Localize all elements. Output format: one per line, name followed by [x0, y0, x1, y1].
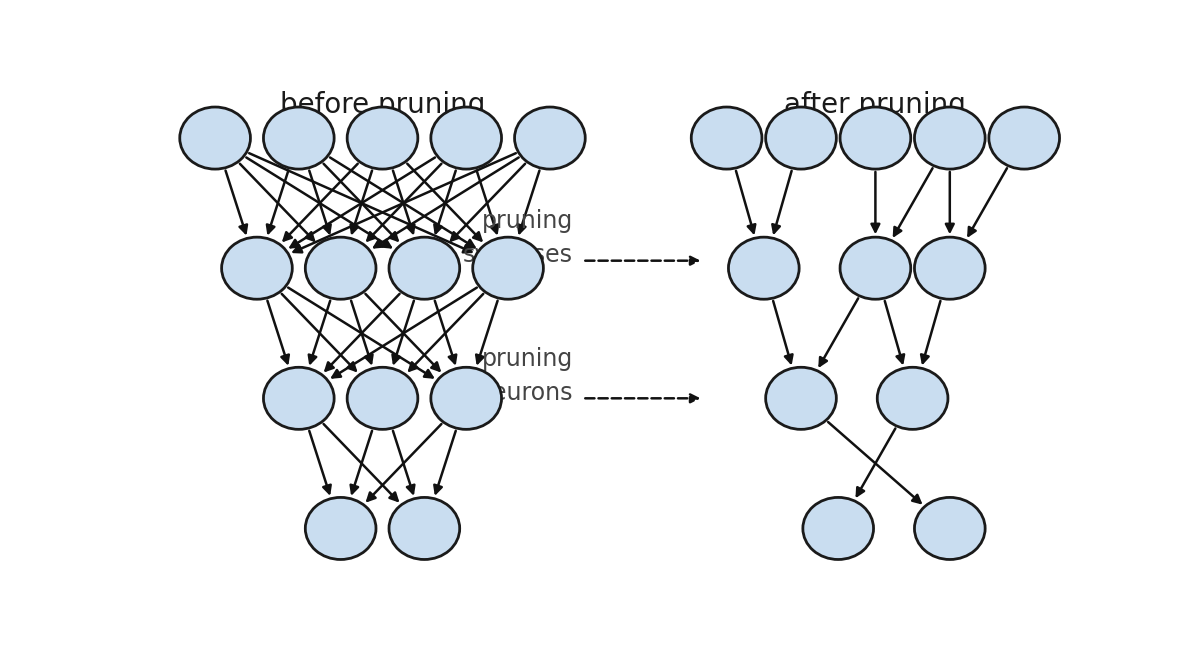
Ellipse shape: [389, 237, 460, 299]
Ellipse shape: [766, 367, 836, 430]
Ellipse shape: [305, 237, 376, 299]
Ellipse shape: [840, 237, 911, 299]
Ellipse shape: [473, 237, 544, 299]
Text: before pruning: before pruning: [280, 90, 485, 118]
Ellipse shape: [305, 497, 376, 560]
Ellipse shape: [766, 107, 836, 169]
Ellipse shape: [264, 107, 334, 169]
Ellipse shape: [347, 107, 418, 169]
Ellipse shape: [877, 367, 948, 430]
Ellipse shape: [180, 107, 251, 169]
Text: pruning
neurons: pruning neurons: [478, 347, 574, 404]
Ellipse shape: [914, 497, 985, 560]
Ellipse shape: [264, 367, 334, 430]
Ellipse shape: [803, 497, 874, 560]
Ellipse shape: [515, 107, 586, 169]
Ellipse shape: [728, 237, 799, 299]
Ellipse shape: [989, 107, 1060, 169]
Text: after pruning: after pruning: [785, 90, 966, 118]
Ellipse shape: [914, 107, 985, 169]
Ellipse shape: [914, 237, 985, 299]
Ellipse shape: [389, 497, 460, 560]
Ellipse shape: [431, 107, 502, 169]
Ellipse shape: [347, 367, 418, 430]
Ellipse shape: [222, 237, 293, 299]
Ellipse shape: [840, 107, 911, 169]
Ellipse shape: [691, 107, 762, 169]
Text: pruning
synapses: pruning synapses: [463, 209, 574, 267]
Ellipse shape: [431, 367, 502, 430]
